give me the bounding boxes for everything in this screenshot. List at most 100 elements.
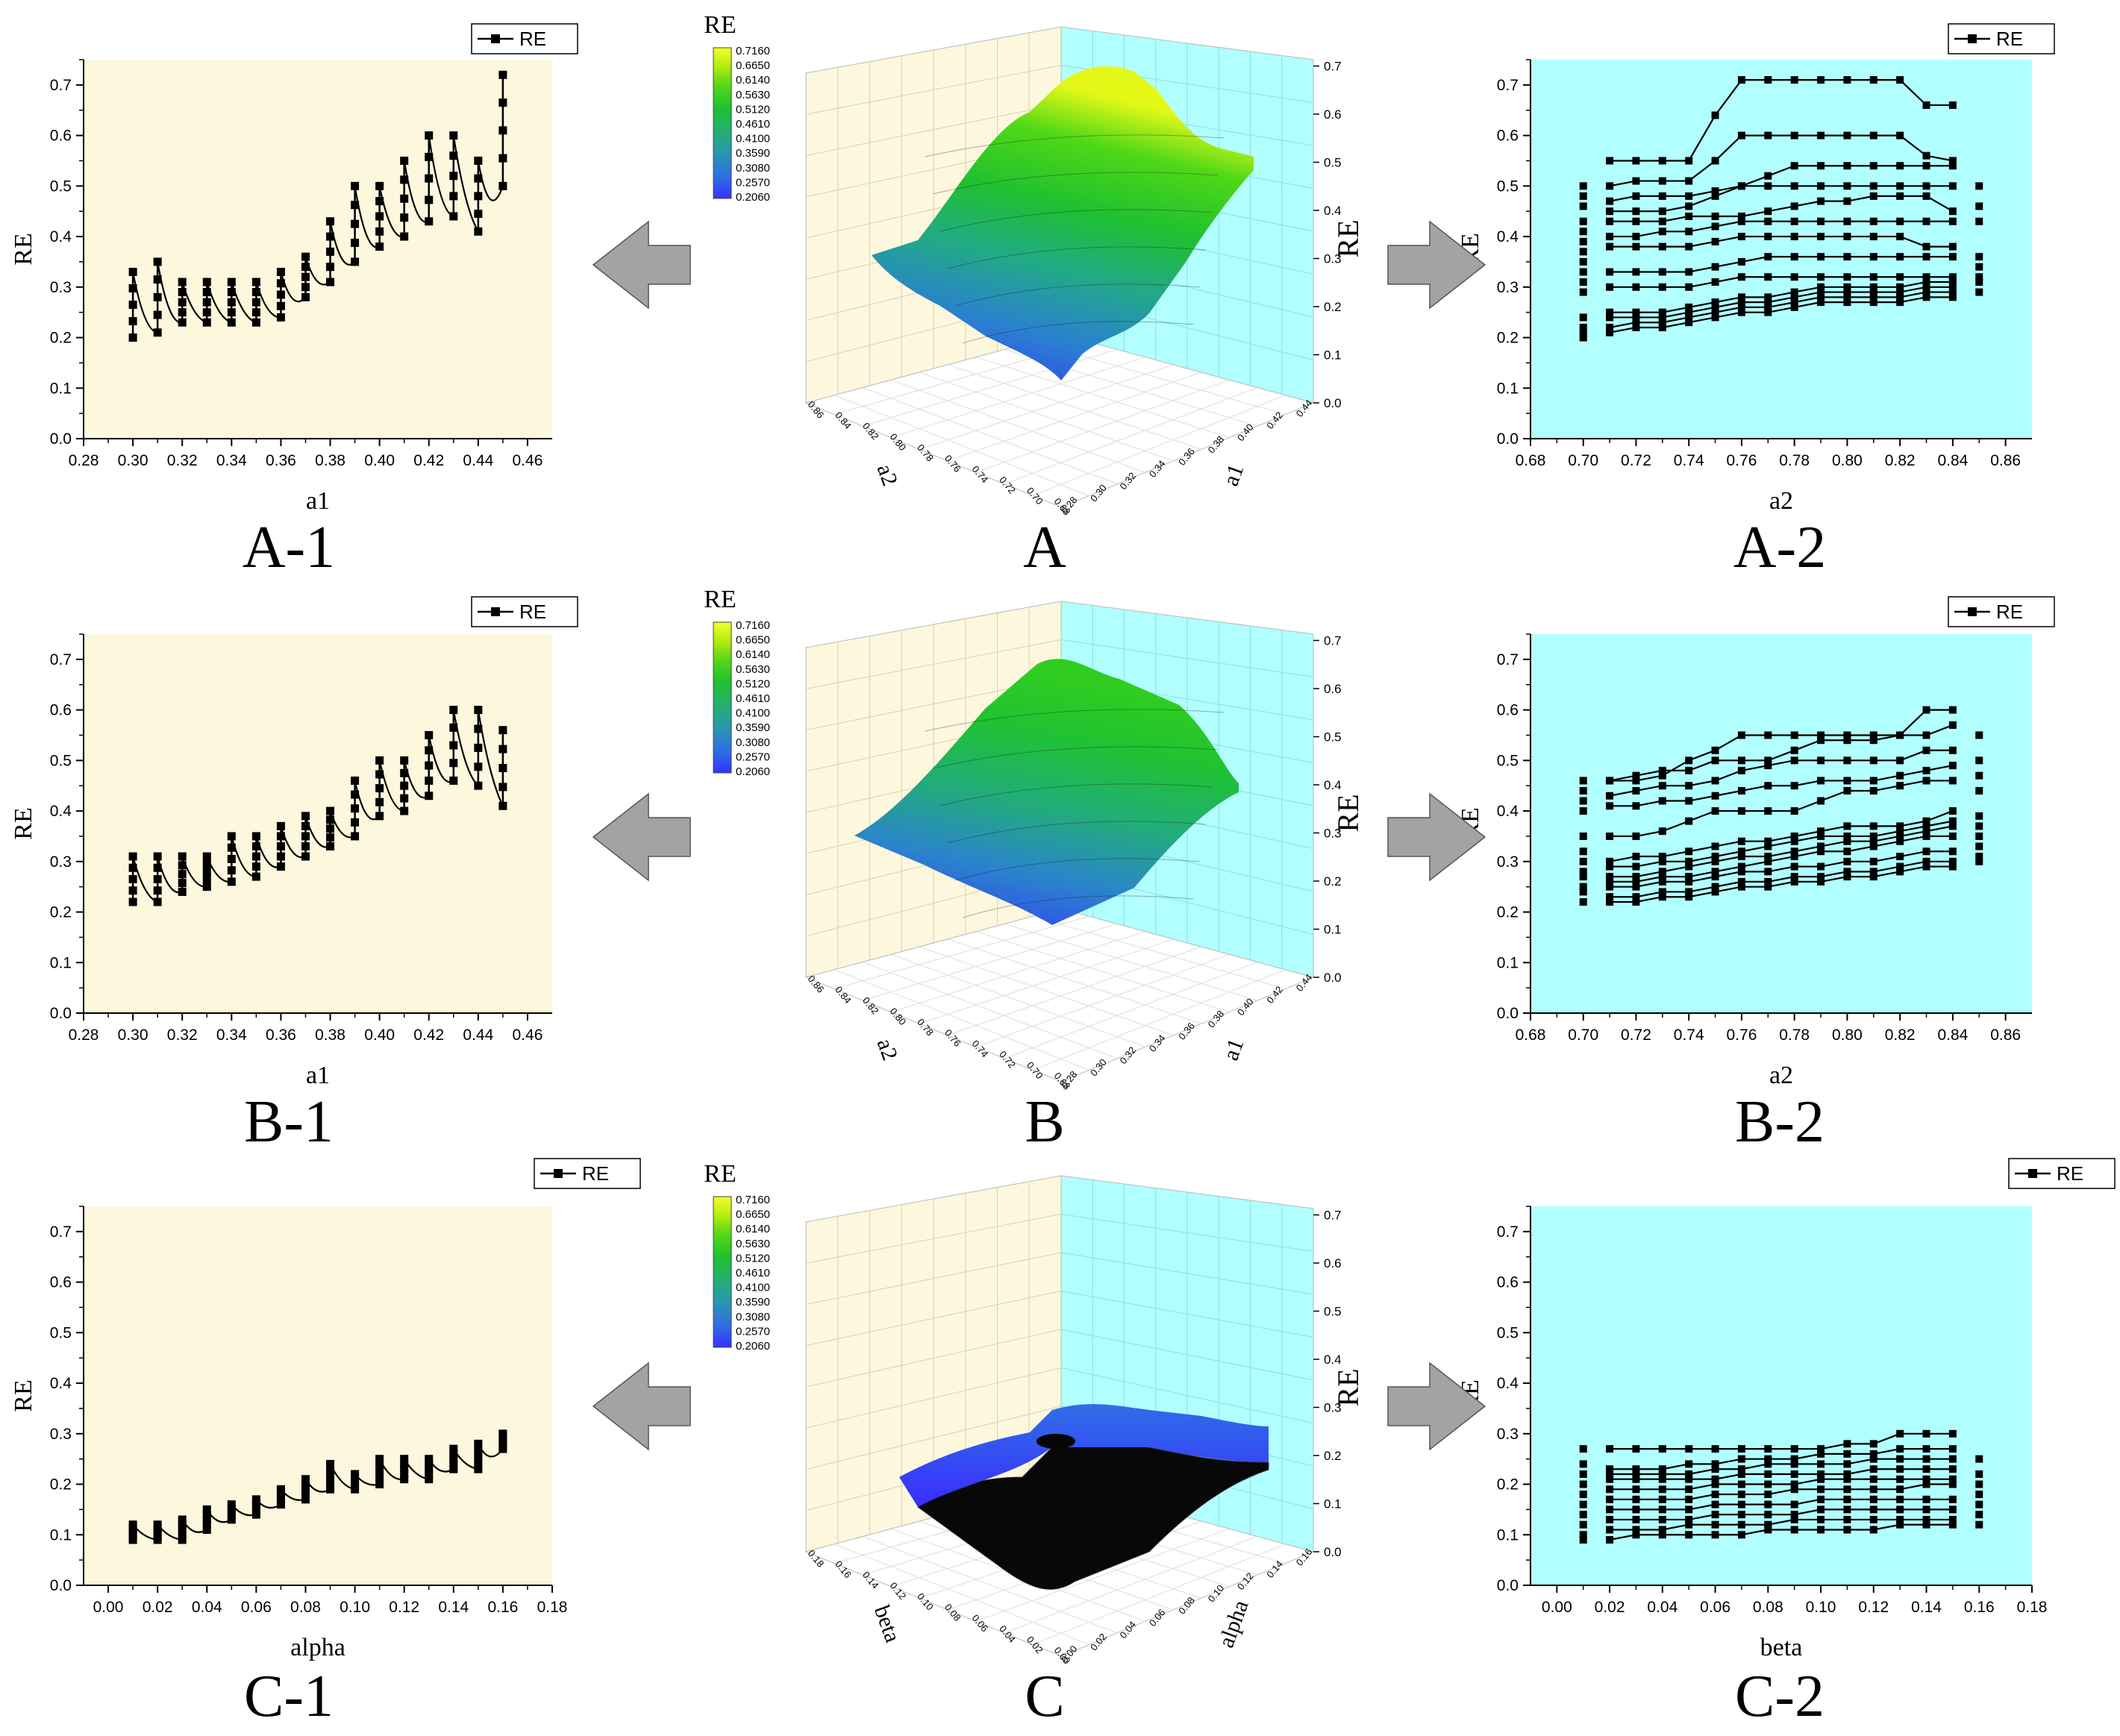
data-marker [1764, 131, 1772, 140]
panel-label: A-2 [1733, 515, 1826, 580]
x-tick-label: 0.06 [241, 1599, 272, 1616]
data-marker [1606, 328, 1614, 336]
data-marker [1843, 777, 1851, 785]
data-line [1610, 78, 1953, 162]
data-marker [1658, 877, 1666, 886]
x-tick-label: 0.30 [118, 1027, 148, 1044]
data-marker [1764, 883, 1772, 891]
data-marker [1843, 1505, 1851, 1514]
x-tick-label: 0.80 [1832, 1027, 1863, 1044]
panel-label: A [1023, 515, 1066, 580]
data-marker [1737, 1491, 1745, 1499]
data-marker [1790, 253, 1798, 261]
data-marker [1790, 1480, 1798, 1488]
data-marker [1843, 736, 1851, 745]
grid-line [805, 1367, 1062, 1429]
data-marker [1817, 777, 1825, 785]
data-marker [1632, 1515, 1640, 1523]
data-line [1610, 1498, 1953, 1511]
data-marker [1711, 212, 1719, 220]
legend: RE [471, 596, 578, 627]
data-marker [1658, 228, 1666, 236]
data-marker [1685, 873, 1693, 881]
data-marker [1658, 1526, 1666, 1534]
data-line [1609, 134, 1954, 187]
data-marker [1685, 319, 1693, 327]
data-marker [1632, 832, 1640, 840]
data-marker [1869, 233, 1877, 241]
y-tick-label: 0.1 [1497, 380, 1519, 397]
data-marker [1632, 283, 1640, 291]
data-marker [1579, 797, 1587, 805]
x-axis-label: a1 [306, 1062, 330, 1089]
data-marker [1922, 731, 1930, 739]
data-marker [1843, 1515, 1851, 1523]
data-marker [1606, 308, 1614, 316]
data-line [1609, 749, 1953, 797]
x-tick-label: 0.34 [216, 452, 247, 469]
data-line [477, 160, 504, 201]
z-tick-label: 0.6 [1324, 682, 1342, 696]
data-marker [1817, 847, 1825, 856]
data-marker [1764, 217, 1772, 225]
colorbar-tick-label: 0.2570 [736, 1325, 770, 1338]
data-marker [1737, 807, 1745, 815]
data-marker [1737, 756, 1745, 765]
data-marker [1737, 233, 1745, 241]
data-marker [1579, 248, 1587, 256]
data-marker [1711, 308, 1719, 316]
data-line [1610, 825, 1954, 878]
data-marker [1896, 1520, 1904, 1529]
data-marker [1843, 197, 1851, 205]
y-axis-label: a1 [1219, 1035, 1249, 1064]
data-marker [1975, 288, 1983, 296]
grid-line [919, 946, 1174, 1036]
data-marker [1711, 1531, 1719, 1539]
data-marker [1685, 857, 1693, 865]
data-marker [1737, 786, 1745, 795]
z-tick-label: 0.7 [1324, 1209, 1342, 1223]
data-marker [1658, 1485, 1666, 1494]
data-marker [1869, 283, 1877, 291]
data-marker [1896, 131, 1904, 140]
colorbar-tick-label: 0.6650 [736, 634, 770, 647]
x-tick-label: 0.06 [1700, 1599, 1730, 1616]
grid-line [1060, 1214, 1314, 1252]
data-marker [1579, 192, 1587, 200]
data-marker [1790, 873, 1798, 881]
data-marker [1606, 792, 1614, 800]
data-marker [1632, 308, 1640, 316]
data-marker [1579, 278, 1587, 286]
right-arrow-icon [1387, 1361, 1486, 1451]
legend-box [534, 1158, 641, 1189]
data-marker [1975, 1520, 1983, 1529]
legend-label: RE [2057, 1162, 2083, 1185]
colorbar-tick-label: 0.5120 [736, 1252, 770, 1265]
grid-line [919, 364, 1174, 450]
y-tick-label: 0.6 [50, 702, 72, 719]
data-marker [1869, 131, 1877, 140]
legend: RE [471, 23, 578, 54]
data-marker [1685, 1470, 1693, 1478]
data-marker [1658, 888, 1666, 896]
grid-line [1060, 1291, 1314, 1338]
data-marker [1632, 1470, 1640, 1478]
data-marker [1685, 202, 1693, 210]
data-marker [1632, 207, 1640, 216]
data-marker [1817, 1460, 1825, 1468]
z-tick-label: 0.7 [1324, 60, 1342, 74]
z-tick-label: 0.2 [1324, 874, 1342, 889]
data-marker [1790, 182, 1798, 190]
grid-line [805, 1214, 1062, 1264]
colorbar-title: RE [704, 1160, 736, 1188]
y-tick-label: 0.3 [1497, 279, 1519, 296]
data-marker [1737, 862, 1745, 871]
data-marker [1711, 303, 1719, 311]
data-marker [1790, 1455, 1798, 1463]
data-marker [1817, 253, 1825, 261]
data-marker [1579, 217, 1587, 225]
data-marker [1658, 873, 1666, 881]
contour-line [932, 746, 1219, 769]
y-tick-label: 0.2 [50, 1476, 72, 1494]
data-marker [1737, 868, 1745, 876]
